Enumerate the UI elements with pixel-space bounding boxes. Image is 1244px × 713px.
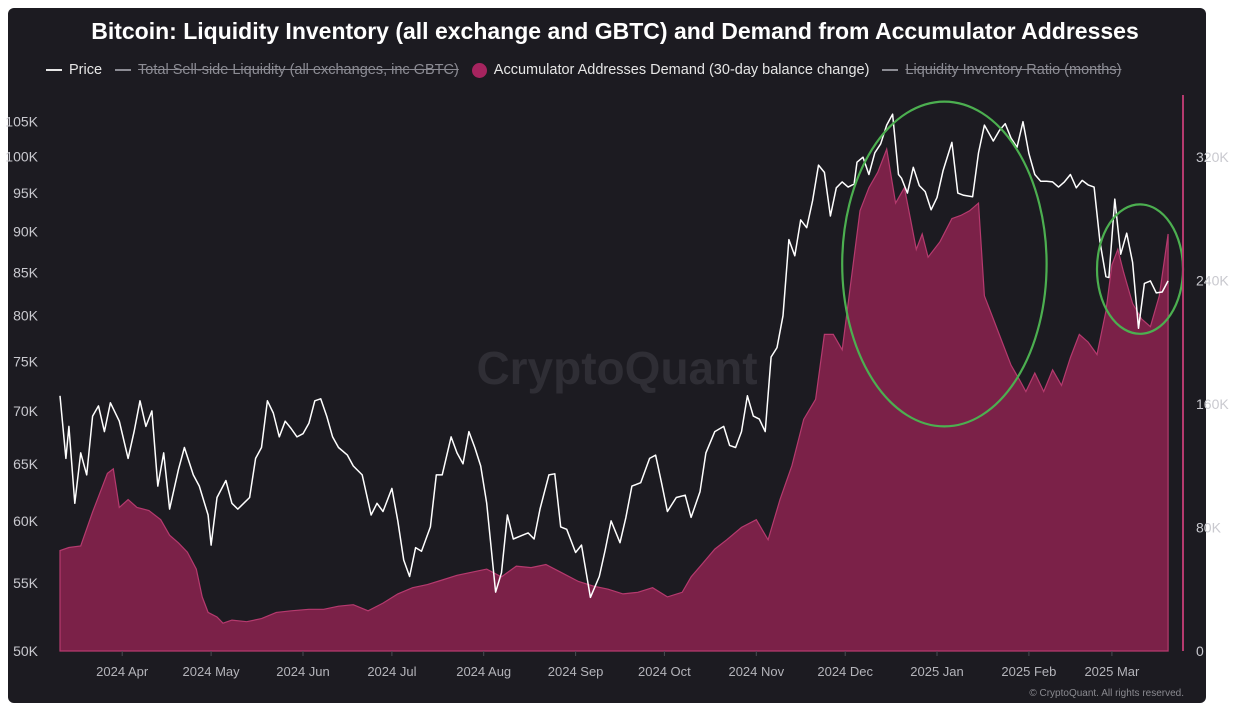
legend-label: Total Sell-side Liquidity (all exchanges… bbox=[138, 62, 459, 78]
x-tick-label: 2024 Nov bbox=[728, 664, 784, 679]
legend-item-liquidity-inventory-ratio[interactable]: Liquidity Inventory Ratio (months) bbox=[882, 62, 1121, 78]
legend-line-marker bbox=[46, 69, 62, 71]
highlight-ellipse-1 bbox=[841, 100, 1048, 428]
legend-item-accumulator-demand[interactable]: Accumulator Addresses Demand (30-day bal… bbox=[471, 62, 870, 78]
y-left-tick-label: 75K bbox=[13, 354, 39, 370]
x-tick-label: 2024 Jul bbox=[367, 664, 416, 679]
legend-item-price[interactable]: Price bbox=[46, 62, 102, 78]
legend-dot-marker bbox=[471, 62, 487, 78]
y-left-tick-label: 60K bbox=[13, 513, 39, 529]
y-right-tick-label: 160K bbox=[1196, 396, 1229, 412]
x-tick-label: 2024 Apr bbox=[96, 664, 149, 679]
y-right-tick-label: 0 bbox=[1196, 643, 1204, 659]
x-tick-label: 2024 Sep bbox=[548, 664, 604, 679]
legend-item-sell-side-liquidity[interactable]: Total Sell-side Liquidity (all exchanges… bbox=[115, 62, 459, 78]
y-left-tick-label: 80K bbox=[13, 308, 39, 324]
x-tick-label: 2025 Feb bbox=[1001, 664, 1056, 679]
y-left-tick-label: 85K bbox=[13, 264, 39, 280]
legend-label: Price bbox=[69, 62, 103, 78]
y-right-tick-label: 240K bbox=[1196, 272, 1229, 288]
legend-line-marker bbox=[115, 69, 132, 71]
legend-line-marker bbox=[882, 69, 899, 71]
y-left-tick-label: 95K bbox=[13, 185, 39, 201]
chart-title: Bitcoin: Liquidity Inventory (all exchan… bbox=[91, 18, 1139, 44]
legend: Price Total Sell-side Liquidity (all exc… bbox=[46, 60, 1121, 80]
x-tick-label: 2024 Dec bbox=[817, 664, 873, 679]
y-left-tick-label: 55K bbox=[13, 575, 39, 591]
x-tick-label: 2025 Mar bbox=[1084, 664, 1140, 679]
watermark: CryptoQuant bbox=[476, 342, 757, 394]
x-tick-label: 2024 Aug bbox=[456, 664, 511, 679]
x-tick-label: 2024 Oct bbox=[638, 664, 691, 679]
copyright-text: © CryptoQuant. All rights reserved. bbox=[1029, 688, 1184, 699]
demand-area-layer bbox=[59, 146, 1169, 652]
demand-area bbox=[59, 146, 1169, 652]
x-tick-label: 2024 May bbox=[183, 664, 241, 679]
y-left-tick-label: 100K bbox=[5, 149, 38, 165]
y-axis-left: 50K 55K 60K 65K 70K 75K 80K 85K 90K 95K 100K 105K bbox=[5, 114, 38, 659]
y-right-tick-label: 80K bbox=[1196, 519, 1222, 535]
x-tick-label: 2024 Jun bbox=[276, 664, 330, 679]
y-left-tick-label: 90K bbox=[13, 224, 39, 240]
x-axis: 2024 Apr 2024 May 2024 Jun 2024 Jul 2024 Aug… bbox=[96, 651, 1140, 679]
y-left-tick-label: 70K bbox=[13, 403, 39, 419]
x-tick-label: 2025 Jan bbox=[910, 664, 964, 679]
price-line bbox=[59, 113, 1169, 599]
y-axis-right: 0 80K 160K 240K 320K bbox=[1196, 149, 1229, 659]
y-left-tick-label: 65K bbox=[13, 456, 39, 472]
y-right-tick-label: 320K bbox=[1196, 149, 1229, 165]
y-left-tick-label: 50K bbox=[13, 643, 39, 659]
y-left-tick-label: 105K bbox=[5, 114, 38, 130]
legend-label: Accumulator Addresses Demand (30-day bal… bbox=[493, 62, 870, 78]
legend-label: Liquidity Inventory Ratio (months) bbox=[905, 62, 1122, 78]
price-line-layer bbox=[59, 113, 1169, 599]
